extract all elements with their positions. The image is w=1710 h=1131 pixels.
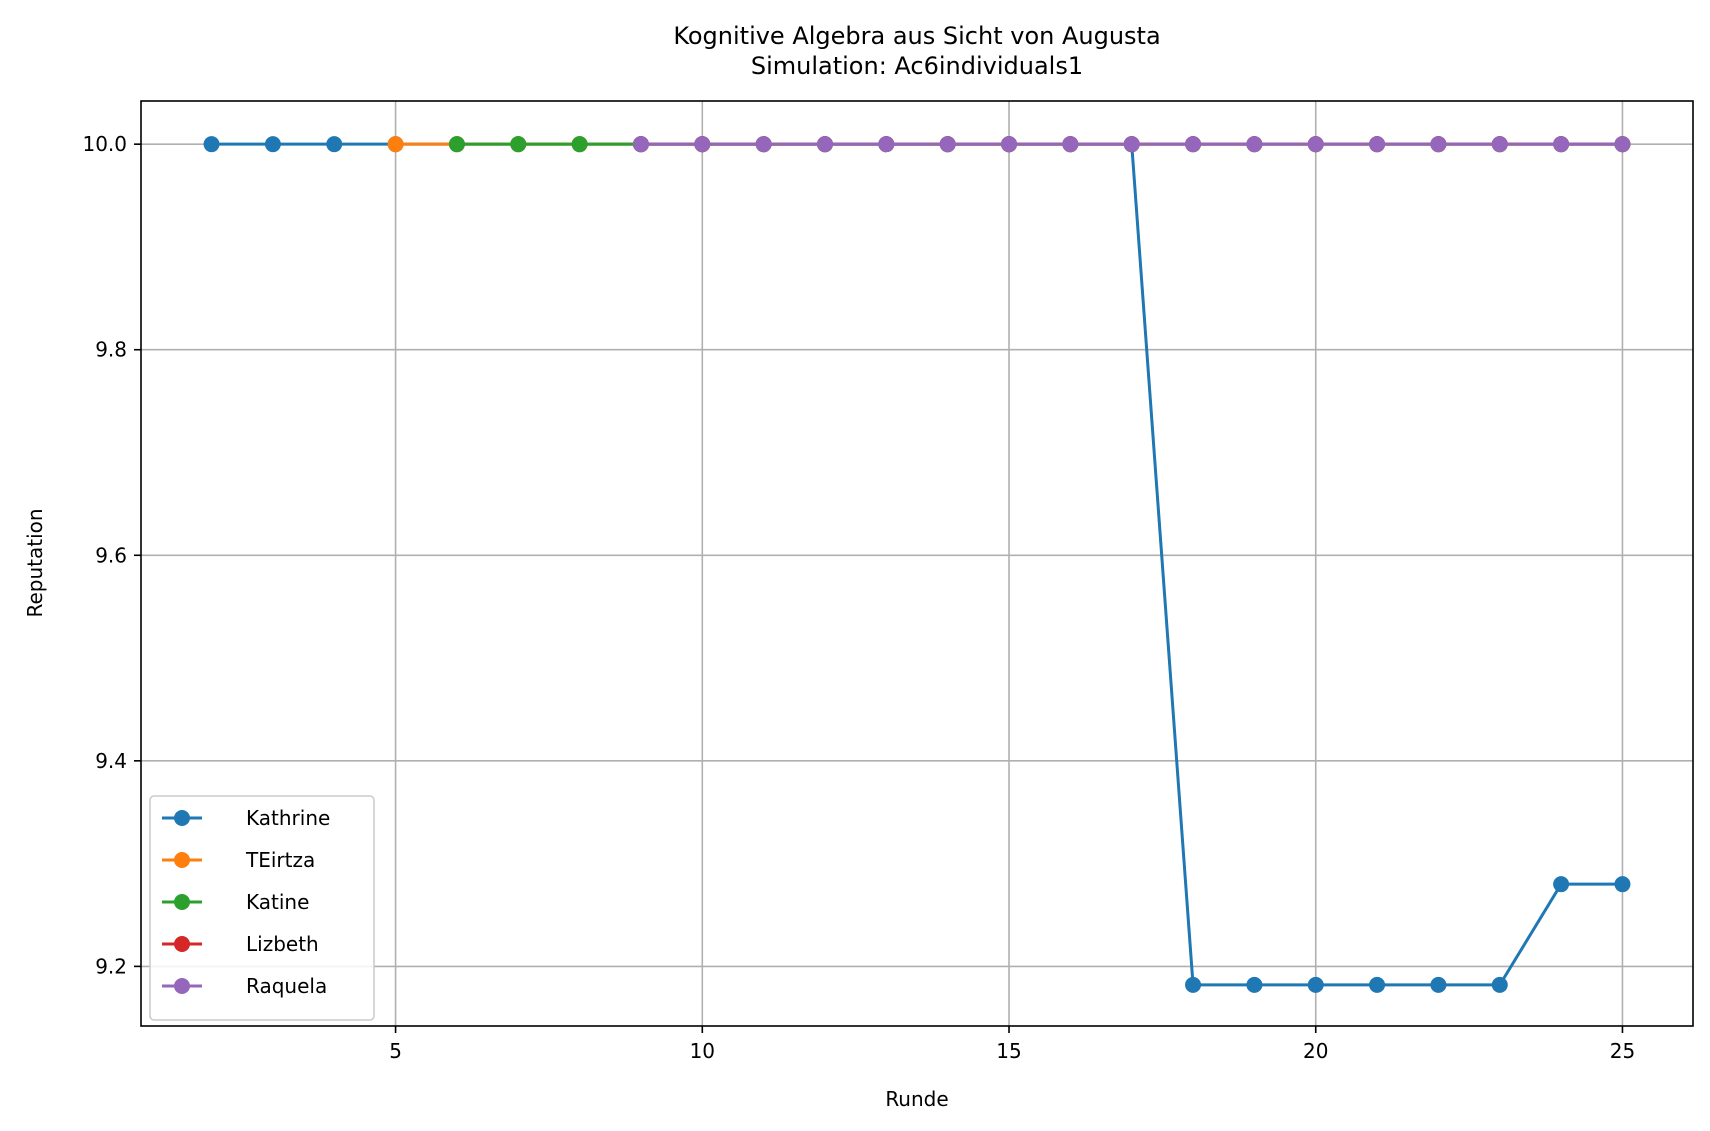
y-tick-label: 9.2 (95, 954, 127, 978)
x-tick-label: 10 (690, 1039, 715, 1063)
data-point (816, 136, 833, 153)
data-point (1614, 136, 1631, 153)
legend-marker (174, 852, 190, 868)
x-tick-label: 20 (1303, 1039, 1328, 1063)
x-tick-label: 25 (1610, 1039, 1635, 1063)
data-point (1185, 976, 1202, 993)
data-point (632, 136, 649, 153)
legend-item: TEirtza (162, 848, 315, 872)
data-point (571, 136, 588, 153)
y-tick-label: 9.8 (95, 338, 127, 362)
chart-title: Kognitive Algebra aus Sicht von Augusta (673, 22, 1160, 50)
data-point (326, 136, 343, 153)
legend-item: Lizbeth (162, 932, 319, 956)
data-point (510, 136, 527, 153)
data-point (939, 136, 956, 153)
data-point (1246, 136, 1263, 153)
legend-item: Kathrine (162, 806, 330, 830)
x-axis-label: Runde (885, 1087, 948, 1111)
legend-marker (174, 810, 190, 826)
data-point (1491, 976, 1508, 993)
data-point (1553, 876, 1570, 893)
legend-label: Kathrine (246, 806, 330, 830)
data-point (694, 136, 711, 153)
axes-frame (140, 100, 1694, 1027)
data-point (448, 136, 465, 153)
data-point (1491, 136, 1508, 153)
chart-subtitle: Simulation: Ac6individuals1 (751, 52, 1083, 80)
data-point (1001, 136, 1018, 153)
data-point (1062, 136, 1079, 153)
data-point (264, 136, 281, 153)
y-tick-label: 10.0 (82, 132, 127, 156)
data-point (1307, 136, 1324, 153)
y-tick-label: 9.4 (95, 749, 127, 773)
data-point (1246, 976, 1263, 993)
data-point (755, 136, 772, 153)
data-point (203, 136, 220, 153)
data-point (1430, 976, 1447, 993)
legend: Kathrine TEirtza Katine Lizbeth Raquela (149, 795, 375, 1021)
legend-marker (174, 936, 190, 952)
legend-item: Raquela (162, 974, 327, 998)
data-point (1307, 976, 1324, 993)
legend-box (149, 795, 375, 1021)
legend-label: Katine (246, 890, 309, 914)
legend-marker (174, 978, 190, 994)
legend-label: Raquela (246, 974, 327, 998)
legend-item: Katine (162, 890, 309, 914)
data-point (1553, 136, 1570, 153)
data-point (1369, 136, 1386, 153)
data-point (1185, 136, 1202, 153)
data-point (387, 136, 404, 153)
legend-marker (174, 894, 190, 910)
data-point (878, 136, 895, 153)
legend-label: TEirtza (245, 848, 315, 872)
y-tick-label: 9.6 (95, 543, 127, 567)
data-point (1369, 976, 1386, 993)
y-axis-label: Reputation (23, 508, 47, 617)
data-point (1430, 136, 1447, 153)
data-point (1123, 136, 1140, 153)
plot-area (203, 136, 1631, 993)
x-tick-label: 5 (389, 1039, 402, 1063)
x-tick-label: 15 (996, 1039, 1021, 1063)
data-point (1614, 876, 1631, 893)
legend-label: Lizbeth (246, 932, 319, 956)
axis-ticks: 5 10 15 20 25 9.2 9.4 9.6 9.8 10.0 (82, 132, 1635, 1063)
series-raquela (632, 136, 1631, 153)
